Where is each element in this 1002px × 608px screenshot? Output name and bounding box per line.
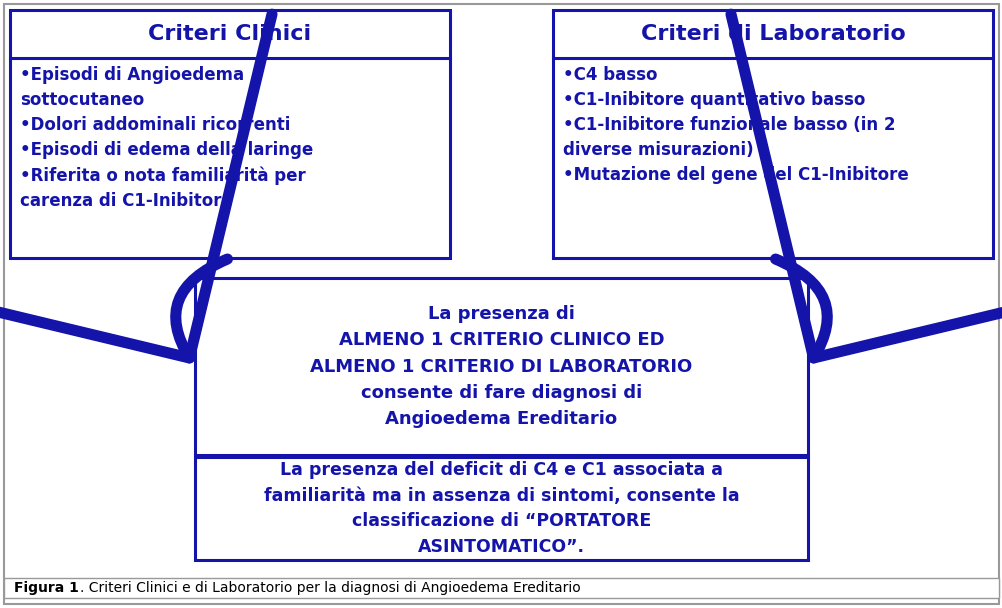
Text: La presenza di
ALMENO 1 CRITERIO CLINICO ED
ALMENO 1 CRITERIO DI LABORATORIO
con: La presenza di ALMENO 1 CRITERIO CLINICO… (310, 305, 692, 428)
FancyBboxPatch shape (4, 578, 998, 598)
Text: Criteri di Laboratorio: Criteri di Laboratorio (640, 24, 905, 44)
Text: . Criteri Clinici e di Laboratorio per la diagnosi di Angioedema Ereditario: . Criteri Clinici e di Laboratorio per l… (80, 581, 580, 595)
FancyBboxPatch shape (194, 278, 808, 455)
FancyBboxPatch shape (4, 4, 998, 604)
Text: •Episodi di Angioedema
sottocutaneo
•Dolori addominali ricorrenti
•Episodi di ed: •Episodi di Angioedema sottocutaneo •Dol… (20, 66, 313, 210)
FancyBboxPatch shape (10, 10, 450, 258)
FancyBboxPatch shape (552, 10, 992, 258)
Text: La presenza del deficit di C4 e C1 associata a
familiarità ma in assenza di sint: La presenza del deficit di C4 e C1 assoc… (264, 461, 738, 556)
Text: •C4 basso
•C1-Inibitore quantitativo basso
•C1-Inibitore funzionale basso (in 2
: •C4 basso •C1-Inibitore quantitativo bas… (562, 66, 908, 184)
Text: Figura 1: Figura 1 (14, 581, 79, 595)
FancyBboxPatch shape (194, 457, 808, 560)
Text: Criteri Clinici: Criteri Clinici (148, 24, 312, 44)
